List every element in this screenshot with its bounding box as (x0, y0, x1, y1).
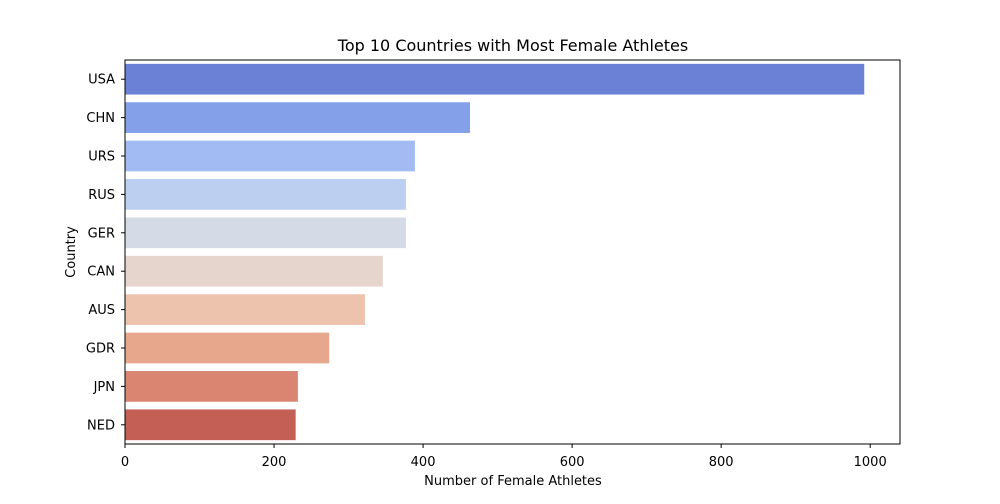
x-tick-label-0: 0 (121, 455, 129, 470)
bar-gdr (125, 332, 330, 364)
y-tick-label-jpn: JPN (93, 380, 115, 395)
x-tick-label-200: 200 (262, 455, 287, 470)
y-tick-label-usa: USA (88, 73, 115, 88)
y-axis-label: Country (64, 226, 79, 278)
bars-group (125, 63, 865, 441)
y-tick-label-chn: CHN (86, 111, 115, 126)
x-tick-label-1000: 1000 (854, 455, 887, 470)
x-tick-label-400: 400 (411, 455, 436, 470)
y-tick-label-can: CAN (87, 265, 115, 280)
bar-usa (125, 63, 865, 95)
plot-frame (124, 59, 901, 445)
bar-urs (125, 140, 415, 172)
x-tick-label-600: 600 (560, 455, 585, 470)
bar-rus (125, 179, 406, 210)
chart-title: Top 10 Countries with Most Female Athlet… (337, 36, 688, 55)
y-tick-label-aus: AUS (88, 303, 115, 318)
y-tick-label-urs: URS (88, 150, 115, 165)
x-tick-label-800: 800 (709, 455, 734, 470)
bar-jpn (125, 371, 298, 402)
x-axis-label: Number of Female Athletes (424, 474, 602, 489)
bar-ger (125, 217, 406, 249)
y-tick-label-rus: RUS (88, 188, 115, 203)
y-tick-label-ger: GER (88, 226, 115, 241)
y-tick-label-gdr: GDR (86, 342, 115, 357)
x-axis: 0 200 400 600 800 1000 (121, 444, 887, 470)
bar-ned (125, 409, 296, 441)
bar-can (125, 255, 383, 287)
bar-chn (125, 102, 471, 133)
bar-aus (125, 294, 365, 325)
y-axis: USA CHN URS RUS GER CAN AUS GDR JPN NED (86, 73, 125, 433)
y-tick-label-ned: NED (87, 418, 115, 433)
